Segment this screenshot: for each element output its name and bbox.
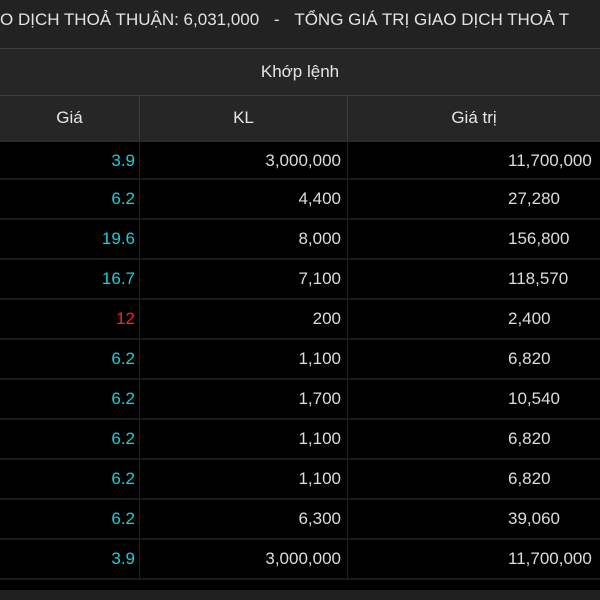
matched-orders-header: Khớp lệnh: [0, 48, 600, 96]
value-cell: 2,400: [508, 309, 551, 328]
price-cell: 6.2: [0, 500, 140, 538]
price-cell: 19.6: [0, 220, 140, 258]
volume-cell: 1,100: [140, 420, 348, 458]
table-row[interactable]: 3.9 3,000,000 11,700,000: [0, 140, 600, 180]
volume-cell: 3,000,000: [140, 142, 348, 178]
market-ticker: O DỊCH THOẢ THUẬN: 6,031,000 - TỔNG GIÁ …: [0, 0, 600, 48]
table-row[interactable]: 3.9 3,000,000 11,700,000: [0, 540, 600, 580]
value-cell: 11,700,000: [508, 549, 592, 568]
column-header-price[interactable]: Giá: [0, 96, 140, 140]
table-row[interactable]: 19.6 8,000 156,800: [0, 220, 600, 260]
table-row[interactable]: 6.2 1,100 6,820: [0, 340, 600, 380]
volume-cell: 1,100: [140, 340, 348, 378]
table-row[interactable]: 6.2 1,700 10,540: [0, 380, 600, 420]
value-cell: 6,820: [508, 469, 551, 488]
volume-cell: 3,000,000: [140, 540, 348, 578]
ticker-separator: -: [273, 10, 280, 29]
column-header-volume[interactable]: KL: [140, 96, 348, 140]
table-header: Khớp lệnh Giá KL Giá trị: [0, 48, 600, 140]
price-cell: 6.2: [0, 460, 140, 498]
value-cell: 10,540: [508, 389, 560, 408]
column-header-value[interactable]: Giá trị: [451, 108, 497, 127]
price-cell: 3.9: [0, 142, 140, 178]
volume-cell: 6,300: [140, 500, 348, 538]
volume-cell: 8,000: [140, 220, 348, 258]
table-row[interactable]: 6.2 1,100 6,820: [0, 460, 600, 500]
volume-cell: 1,100: [140, 460, 348, 498]
table-row[interactable]: 16.7 7,100 118,570: [0, 260, 600, 300]
price-cell: 6.2: [0, 380, 140, 418]
table-row[interactable]: 12 200 2,400: [0, 300, 600, 340]
value-cell: 6,820: [508, 429, 551, 448]
ticker-text-left: O DỊCH THOẢ THUẬN: 6,031,000: [0, 10, 260, 29]
price-cell: 6.2: [0, 180, 140, 218]
price-cell: 12: [0, 300, 140, 338]
value-cell: 11,700,000: [508, 151, 592, 170]
ticker-text-right: TỔNG GIÁ TRỊ GIAO DỊCH THOẢ T: [294, 10, 570, 29]
value-cell: 27,280: [508, 189, 560, 208]
table-row[interactable]: 6.2 4,400 27,280: [0, 180, 600, 220]
value-cell: 118,570: [508, 269, 569, 288]
price-cell: 6.2: [0, 420, 140, 458]
volume-cell: 200: [140, 300, 348, 338]
price-cell: 3.9: [0, 540, 140, 578]
table-footer-band: [0, 590, 600, 600]
price-cell: 6.2: [0, 340, 140, 378]
value-cell: 156,800: [508, 229, 570, 248]
trade-rows: 3.9 3,000,000 11,700,000 6.2 4,400 27,280 19.6…: [0, 140, 600, 580]
volume-cell: 7,100: [140, 260, 348, 298]
table-row[interactable]: 6.2 6,300 39,060: [0, 500, 600, 540]
volume-cell: 1,700: [140, 380, 348, 418]
column-headers: Giá KL Giá trị: [0, 96, 600, 140]
value-cell: 39,060: [508, 509, 560, 528]
table-row[interactable]: 6.2 1,100 6,820: [0, 420, 600, 460]
value-cell: 6,820: [508, 349, 551, 368]
volume-cell: 4,400: [140, 180, 348, 218]
price-cell: 16.7: [0, 260, 140, 298]
